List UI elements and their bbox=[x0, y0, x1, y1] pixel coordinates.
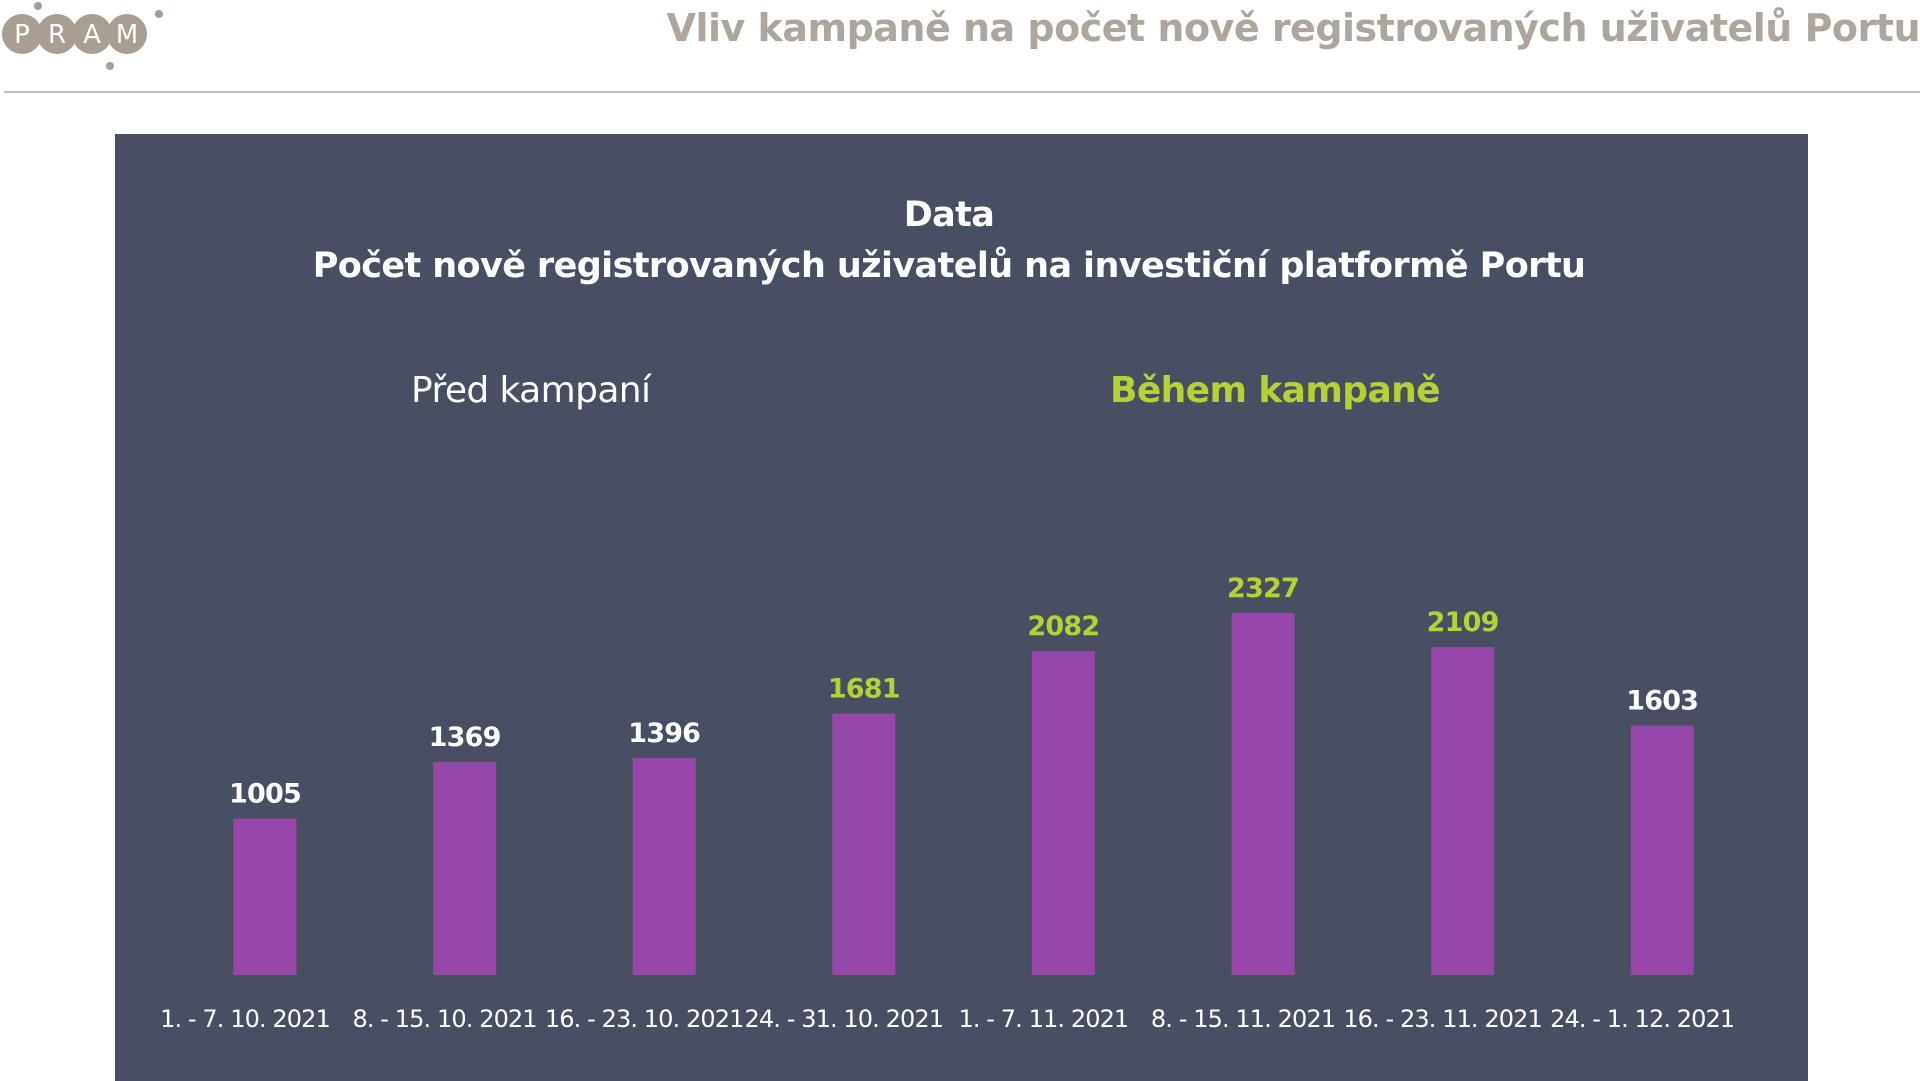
logo-letter-circle bbox=[72, 14, 112, 54]
bar bbox=[1431, 646, 1495, 975]
logo-letter: A bbox=[83, 20, 101, 50]
logo-letter-circle bbox=[2, 14, 42, 54]
x-tick-label: 8. - 15. 10. 2021 bbox=[352, 1005, 536, 1033]
bar-value-label: 1369 bbox=[429, 722, 501, 753]
bar bbox=[233, 818, 297, 975]
x-tick-label: 24. - 31. 10. 2021 bbox=[745, 1005, 944, 1033]
logo-dot bbox=[34, 2, 42, 10]
header-divider bbox=[4, 91, 1920, 93]
bar-value-label: 1396 bbox=[628, 718, 700, 749]
bar bbox=[1031, 651, 1095, 975]
x-tick-label: 8. - 15. 11. 2021 bbox=[1151, 1005, 1335, 1033]
group-label-during: Během kampaně bbox=[1110, 370, 1440, 411]
x-tick-label: 16. - 23. 11. 2021 bbox=[1343, 1005, 1542, 1033]
bar-value-label: 1681 bbox=[828, 673, 900, 704]
group-label-before: Před kampaní bbox=[411, 370, 652, 411]
logo-letter: P bbox=[14, 20, 30, 50]
chart-subtitle: Počet nově registrovaných uživatelů na i… bbox=[313, 245, 1586, 286]
bar bbox=[632, 757, 696, 975]
bar bbox=[433, 762, 497, 975]
chart-title: Data bbox=[904, 195, 995, 235]
x-tick-label: 24. - 1. 12. 2021 bbox=[1550, 1005, 1734, 1033]
logo-letter: M bbox=[116, 20, 138, 50]
bar bbox=[1630, 725, 1694, 975]
bar-value-label: 1603 bbox=[1626, 686, 1698, 717]
bar-chart: Data Počet nově registrovaných uživatelů… bbox=[160, 195, 1735, 1033]
x-tick-label: 1. - 7. 11. 2021 bbox=[958, 1005, 1128, 1033]
x-tick-label: 16. - 23. 10. 2021 bbox=[545, 1005, 744, 1033]
bar bbox=[1231, 613, 1295, 975]
bar bbox=[832, 713, 896, 975]
bar-value-label: 2327 bbox=[1227, 573, 1299, 604]
x-tick-label: 1. - 7. 10. 2021 bbox=[160, 1005, 330, 1033]
logo-dot bbox=[106, 62, 114, 70]
bar-value-label: 2109 bbox=[1427, 607, 1499, 638]
bar-value-label: 2082 bbox=[1027, 611, 1099, 642]
logo-dot bbox=[155, 10, 163, 18]
logo-letter-circle bbox=[37, 14, 77, 54]
chart-panel: Data Počet nově registrovaných uživatelů… bbox=[115, 134, 1808, 1081]
logo-letter-circle bbox=[107, 14, 147, 54]
logo-letter: R bbox=[48, 20, 66, 50]
page-title: Vliv kampaně na počet nově registrovanýc… bbox=[666, 6, 1920, 50]
bar-value-label: 1005 bbox=[229, 779, 301, 810]
